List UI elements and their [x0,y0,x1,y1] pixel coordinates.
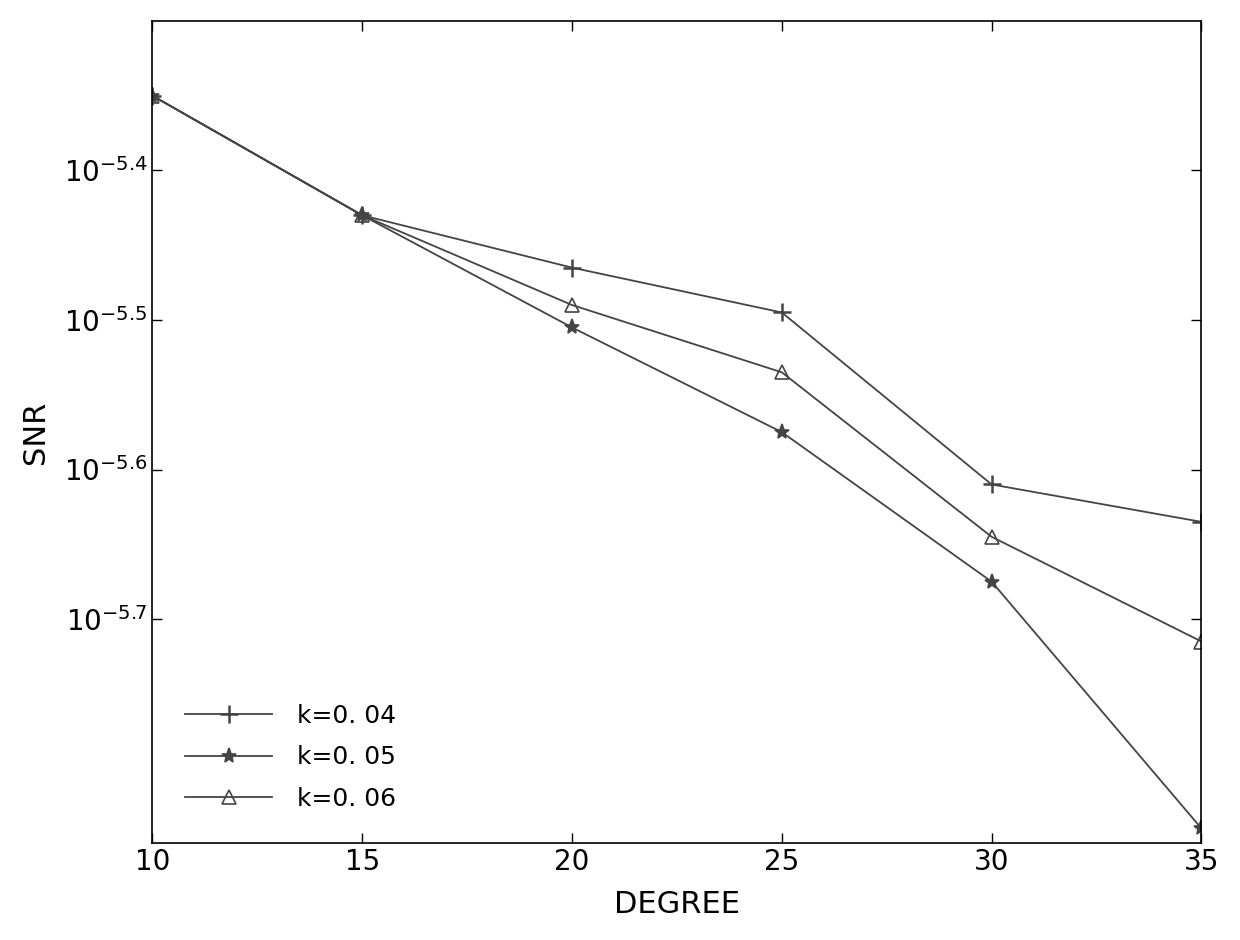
Line: k=0. 06: k=0. 06 [145,88,1209,649]
k=0. 06 [774,367,789,378]
k=0. 06 [355,210,370,221]
k=0. 06 [985,531,999,542]
k=0. 04 [564,262,579,274]
k=0. 05 [774,427,789,438]
k=0. 04 [145,90,160,102]
Y-axis label: SNR: SNR [21,400,50,463]
k=0. 05 [985,576,999,588]
Legend: k=0. 04, k=0. 05, k=0. 06: k=0. 04, k=0. 05, k=0. 06 [165,684,417,831]
k=0. 04 [774,306,789,318]
X-axis label: DEGREE: DEGREE [614,890,740,919]
Line: k=0. 05: k=0. 05 [145,88,1209,836]
Line: k=0. 04: k=0. 04 [144,86,1210,531]
k=0. 05 [355,210,370,221]
k=0. 05 [1194,822,1209,834]
k=0. 04 [1194,516,1209,527]
k=0. 05 [145,90,160,102]
k=0. 04 [355,210,370,221]
k=0. 06 [145,90,160,102]
k=0. 06 [1194,635,1209,647]
k=0. 06 [564,299,579,310]
k=0. 05 [564,321,579,333]
k=0. 04 [985,478,999,490]
